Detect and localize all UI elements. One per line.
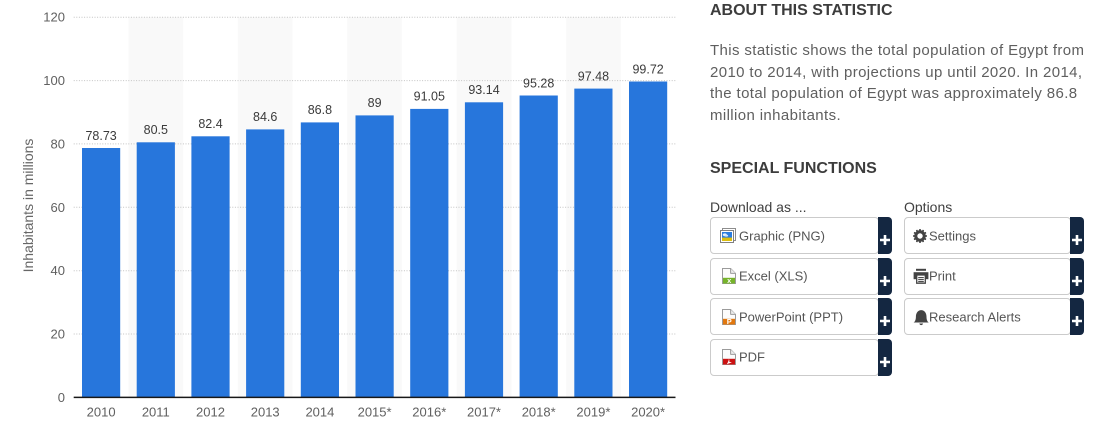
svg-text:80.5: 80.5	[144, 123, 168, 137]
svg-text:40: 40	[51, 263, 65, 278]
svg-text:0: 0	[58, 390, 65, 405]
svg-text:120: 120	[43, 10, 65, 25]
svg-text:Inhabitants in millions: Inhabitants in millions	[20, 139, 36, 273]
svg-text:2011: 2011	[142, 405, 170, 420]
svg-text:20: 20	[51, 327, 65, 342]
svg-text:89: 89	[368, 96, 382, 110]
svg-text:2017*: 2017*	[467, 405, 501, 420]
svg-text:80: 80	[51, 136, 65, 151]
svg-text:93.14: 93.14	[468, 83, 499, 97]
svg-text:x: x	[727, 276, 732, 284]
svg-text:2020*: 2020*	[631, 405, 665, 420]
svg-text:84.6: 84.6	[253, 110, 277, 124]
svg-text:2013: 2013	[251, 405, 280, 420]
svg-text:99.72: 99.72	[632, 62, 663, 76]
svg-text:78.73: 78.73	[85, 129, 116, 143]
svg-text:82.4: 82.4	[198, 117, 222, 131]
svg-text:P: P	[727, 317, 732, 325]
svg-text:2014: 2014	[305, 405, 334, 420]
svg-text:2016*: 2016*	[412, 405, 446, 420]
svg-text:91.05: 91.05	[414, 90, 445, 104]
svg-text:2015*: 2015*	[358, 405, 392, 420]
svg-text:2010: 2010	[87, 405, 116, 420]
svg-text:2019*: 2019*	[576, 405, 610, 420]
svg-text:60: 60	[51, 200, 65, 215]
svg-text:95.28: 95.28	[523, 76, 554, 90]
svg-text:100: 100	[43, 73, 65, 88]
svg-text:2018*: 2018*	[522, 405, 556, 420]
svg-text:97.48: 97.48	[578, 69, 609, 83]
svg-text:86.8: 86.8	[308, 103, 332, 117]
svg-text:2012: 2012	[196, 405, 225, 420]
